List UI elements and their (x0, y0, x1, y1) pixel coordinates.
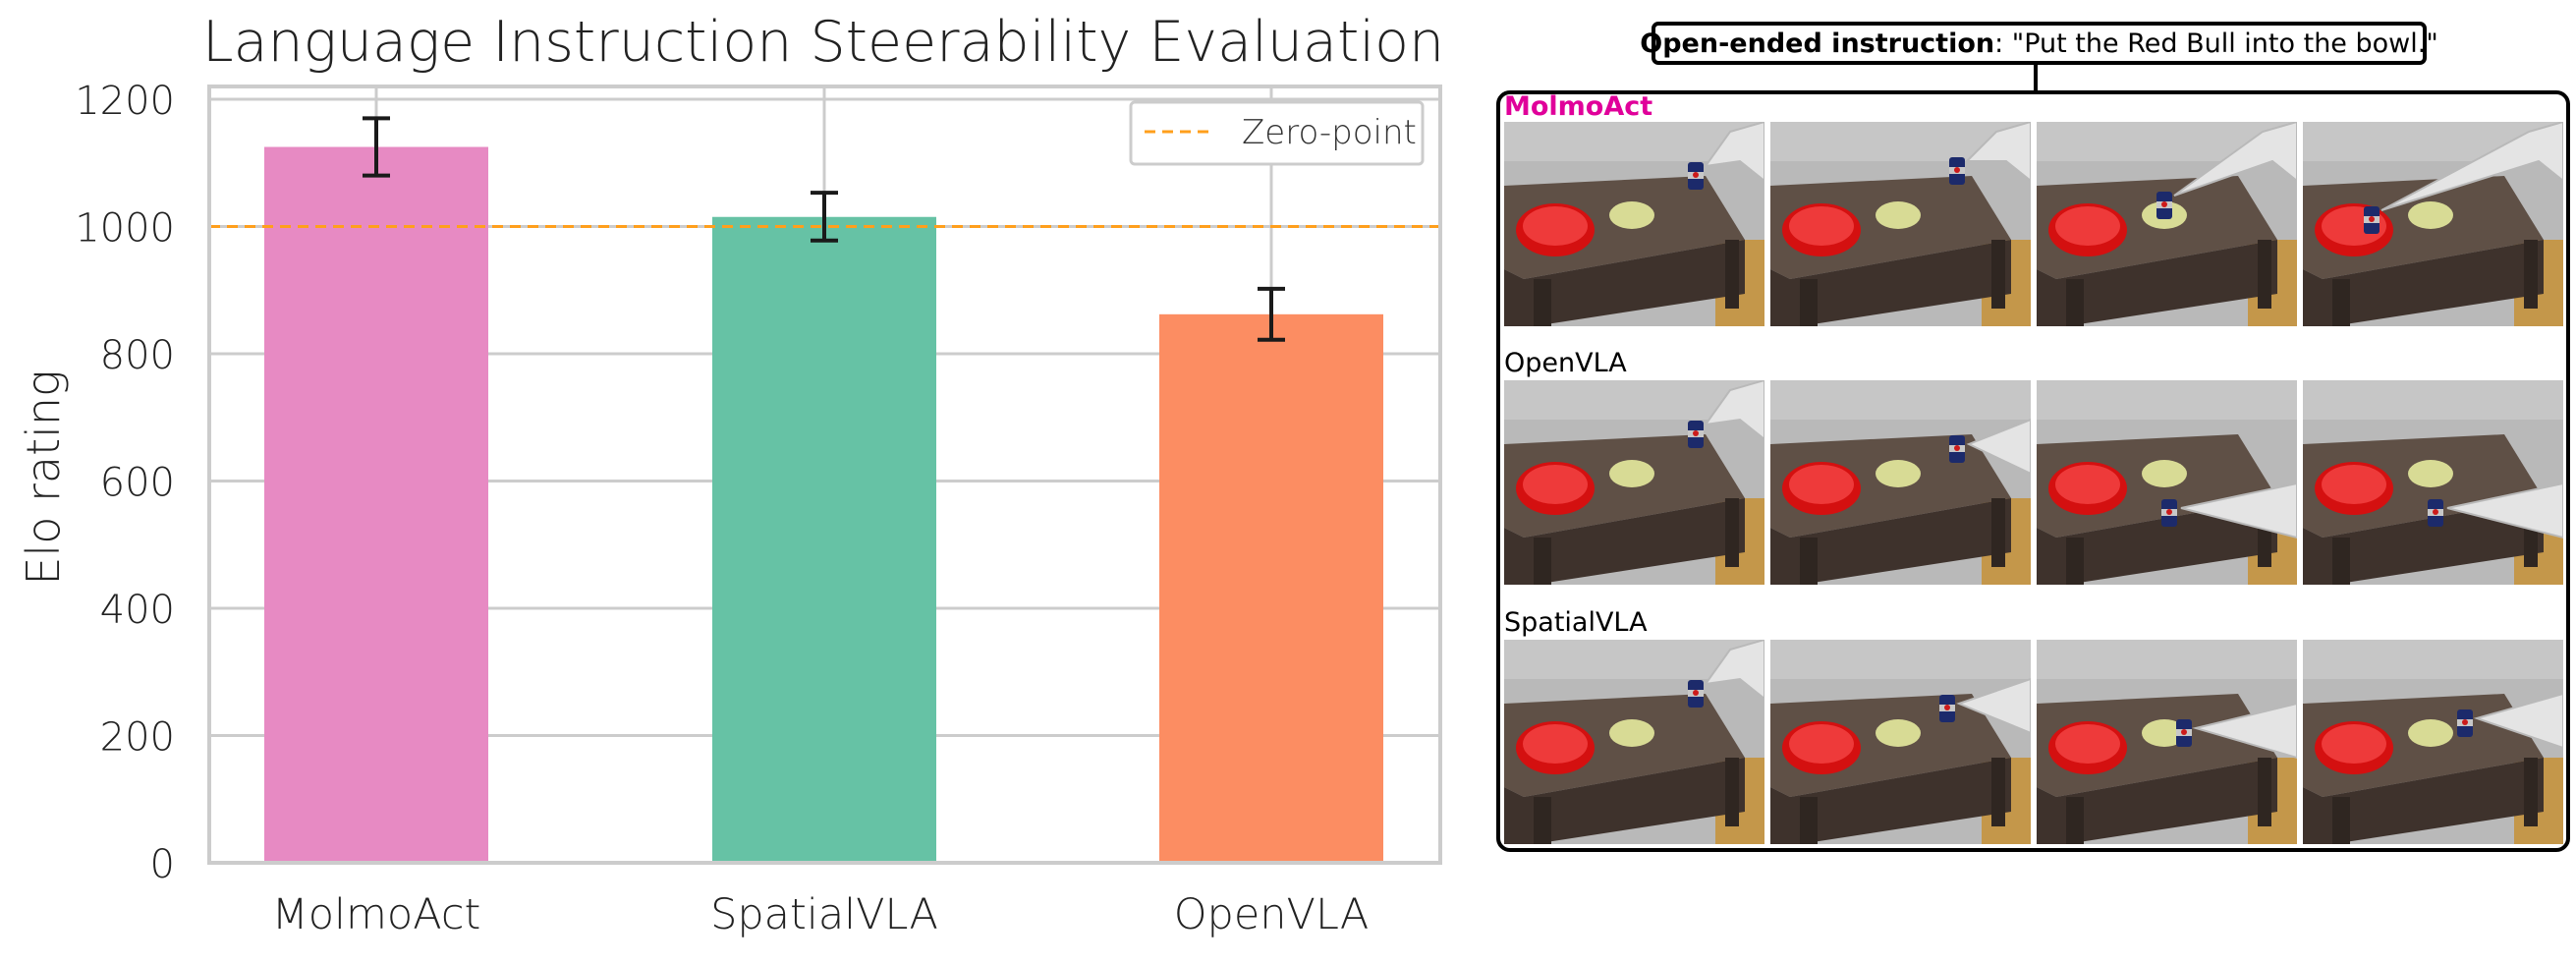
connector-line (2034, 65, 2038, 92)
frame-image (2303, 380, 2563, 585)
instruction-text: : "Put the Red Bull into the bowl." (1994, 28, 2438, 59)
frame-image (1504, 640, 1764, 844)
chart-title: Language Instruction Steerability Evalua… (202, 10, 1444, 75)
axes: 0 200 400 600 800 1000 1200 MolmoAct SpatialVLA O… (75, 79, 1442, 939)
legend: Zero-point (1129, 100, 1425, 166)
frame-image (2037, 122, 2297, 326)
x-tick-label: SpatialVLA (710, 890, 938, 939)
frame-spatialvla-3 (2037, 640, 2297, 844)
frame-image (1770, 122, 2031, 326)
instruction-box: Open-ended instruction: "Put the Red Bul… (1640, 22, 2438, 65)
instruction-title: Open-ended instruction (1640, 28, 1995, 59)
frame-image (2303, 122, 2563, 326)
error-bars (363, 116, 1285, 342)
frame-spatialvla-2 (1770, 640, 2031, 844)
y-axis-label: Elo rating (17, 369, 70, 585)
y-tick-label: 200 (100, 714, 175, 760)
bars (264, 146, 1383, 864)
frame-image (2037, 380, 2297, 585)
x-tick-label: OpenVLA (1174, 890, 1370, 939)
y-tick-label: 1000 (75, 205, 175, 251)
frame-spatialvla-1 (1504, 640, 1764, 844)
frame-openvla-2 (1770, 380, 2031, 585)
y-tick-label: 400 (100, 588, 175, 633)
row-label-openvla: OpenVLA (1504, 348, 1627, 378)
legend-box (1129, 100, 1425, 166)
frame-image (1504, 122, 1764, 326)
y-tick-label: 800 (100, 333, 175, 378)
frame-image (1504, 380, 1764, 585)
frame-image (2037, 640, 2297, 844)
frame-openvla-1 (1504, 380, 1764, 585)
plot-frame (207, 85, 1442, 865)
legend-label: Zero-point (1242, 113, 1417, 152)
frame-molmoact-1 (1504, 122, 1764, 326)
row-label-molmoact: MolmoAct (1504, 91, 1653, 122)
y-tick-label: 1200 (75, 79, 175, 124)
frame-image (1770, 380, 2031, 585)
bar-spatialvla (712, 216, 936, 863)
y-tick-label: 0 (150, 842, 175, 887)
frame-openvla-3 (2037, 380, 2297, 585)
frame-spatialvla-4 (2303, 640, 2563, 844)
frame-image (2303, 640, 2563, 844)
frame-molmoact-4 (2303, 122, 2563, 326)
frame-molmoact-2 (1770, 122, 2031, 326)
row-label-spatialvla: SpatialVLA (1504, 607, 1648, 638)
bar-molmoact (264, 146, 488, 864)
rollout-panel (1496, 90, 2570, 852)
frame-image (1770, 640, 2031, 844)
x-tick-label: MolmoAct (272, 890, 481, 939)
bar-chart: Language Instruction Steerability Evalua… (17, 10, 1444, 939)
frame-molmoact-3 (2037, 122, 2297, 326)
frame-openvla-4 (2303, 380, 2563, 585)
y-tick-label: 600 (100, 460, 175, 505)
bar-openvla (1159, 313, 1383, 863)
